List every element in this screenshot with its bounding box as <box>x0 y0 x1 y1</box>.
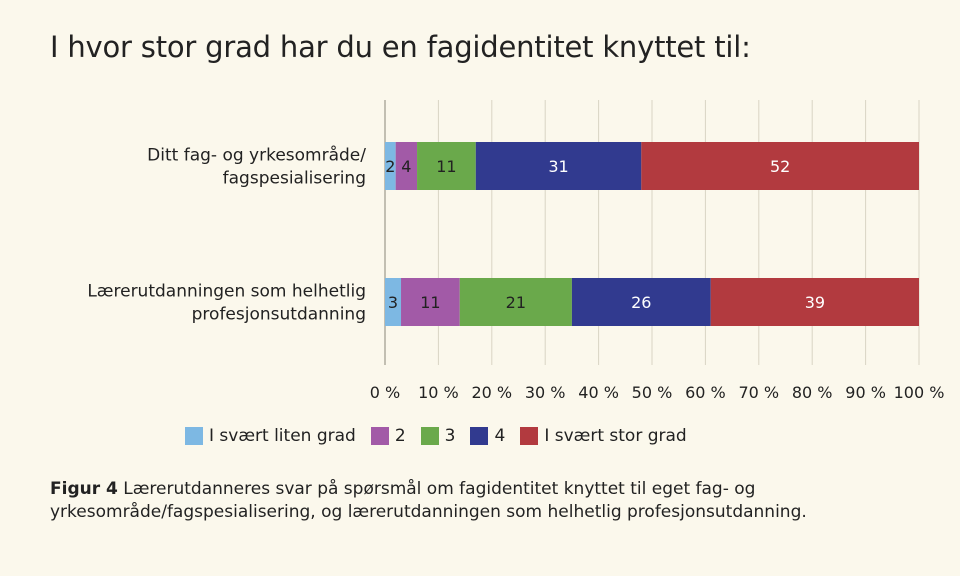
bar-segment <box>571 278 711 326</box>
bars: 2 4 11 31 52 3 11 21 26 39 <box>385 142 919 326</box>
x-tick-label: 70 % <box>738 383 779 402</box>
data-label: 4 <box>401 157 411 176</box>
bar-segment <box>401 278 460 326</box>
x-axis-tick-labels: 0 % 10 % 20 % 30 % 40 % 50 % 60 % 70 % 80 % 90 % 1… <box>370 383 945 402</box>
category-label: fagspesialisering <box>223 169 366 189</box>
legend-swatch <box>470 427 489 445</box>
legend-label: 4 <box>494 426 506 446</box>
legend-item: 4 <box>470 426 505 446</box>
data-label: 52 <box>770 157 790 176</box>
legend-label: 3 <box>444 426 456 446</box>
stacked-bar-chart: 2 4 11 31 52 3 11 21 26 39 Ditt fag- og yrkesområ… <box>87 100 945 402</box>
caption-text: Lærerutdanneres svar på spørsmål om fagi… <box>50 479 807 522</box>
data-label: 21 <box>506 293 526 312</box>
category-label: profesjonsutdanning <box>192 305 366 325</box>
legend-label: I svært liten grad <box>209 426 356 446</box>
category-label: Ditt fag- og yrkesområde/ <box>147 145 366 166</box>
legend-item: I svært stor grad <box>520 426 687 446</box>
bar-segment <box>417 142 476 190</box>
legend-item: I svært liten grad <box>185 426 356 446</box>
x-tick-label: 80 % <box>792 383 833 402</box>
bar-segment <box>710 278 919 326</box>
x-tick-label: 60 % <box>685 383 726 402</box>
category-labels: Ditt fag- og yrkesområde/fagspesialiseri… <box>87 145 366 325</box>
legend-label: I svært stor grad <box>544 426 687 446</box>
bar-segment <box>641 142 919 190</box>
legend-item: 3 <box>420 426 456 446</box>
bar-segment <box>385 278 402 326</box>
figure-caption: Figur 4 Lærerutdanneres svar på spørsmål… <box>50 478 910 524</box>
caption-label: Figur 4 <box>50 479 118 499</box>
x-tick-label: 20 % <box>471 383 512 402</box>
data-label: 3 <box>388 293 398 312</box>
legend-swatch <box>520 427 539 445</box>
bar-segment <box>475 142 642 190</box>
chart-title: I hvor stor grad har du en fagidentitet … <box>50 30 751 64</box>
data-label: 26 <box>631 293 651 312</box>
data-label: 11 <box>436 157 456 176</box>
x-tick-label: 90 % <box>845 383 886 402</box>
legend-swatch <box>420 427 439 445</box>
x-tick-label: 0 % <box>370 383 400 402</box>
x-tick-label: 10 % <box>418 383 459 402</box>
data-label: 2 <box>385 157 395 176</box>
bar-segment <box>459 278 572 326</box>
legend-label: 2 <box>394 426 406 446</box>
bar-segment <box>385 142 396 190</box>
x-tick-label: 100 % <box>894 383 945 402</box>
x-tick-label: 40 % <box>578 383 619 402</box>
data-label: 39 <box>805 293 825 312</box>
bar-segment <box>395 142 418 190</box>
x-tick-label: 50 % <box>632 383 673 402</box>
legend: I svært liten grad 2 3 4 I svært stor grad <box>185 426 702 446</box>
legend-item: 2 <box>370 426 406 446</box>
data-label: 31 <box>548 157 568 176</box>
x-tick-label: 30 % <box>525 383 566 402</box>
data-label: 11 <box>420 293 440 312</box>
legend-swatch <box>185 427 203 445</box>
legend-swatch <box>370 427 389 445</box>
category-label: Lærerutdanningen som helhetlig <box>87 282 366 302</box>
